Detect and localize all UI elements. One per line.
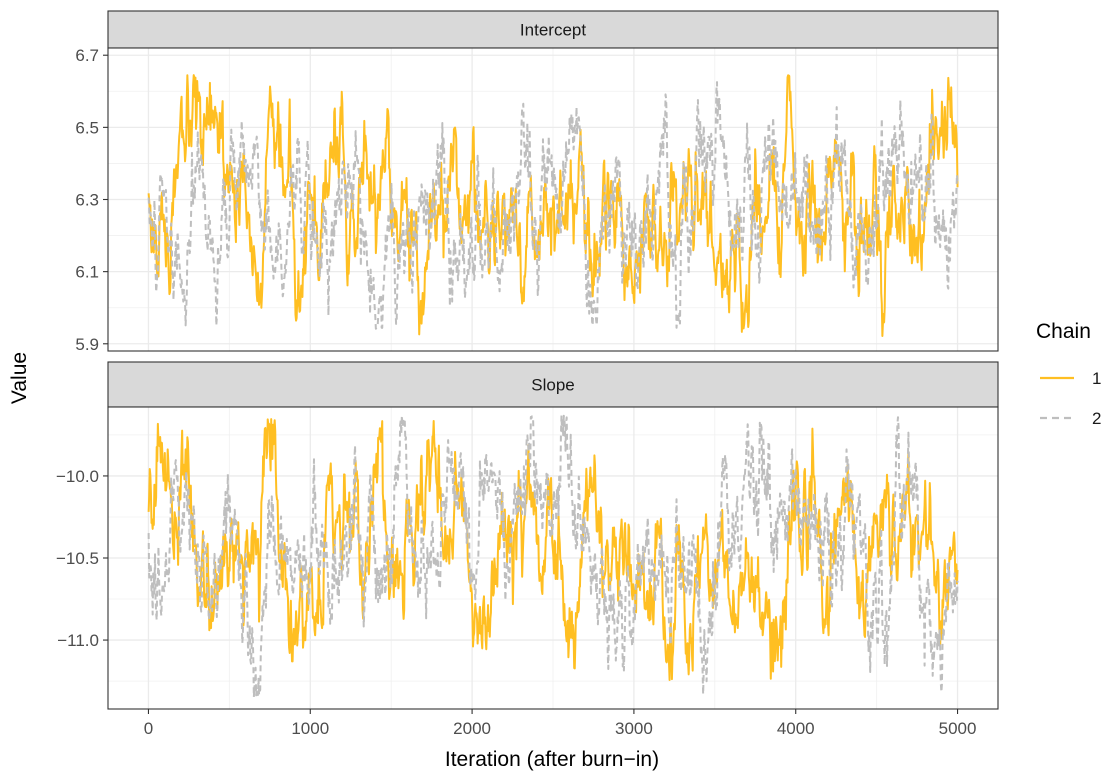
y-tick-label: −10.0 bbox=[56, 467, 99, 486]
x-axis-title: Iteration (after burn−in) bbox=[445, 748, 659, 771]
legend-label-chain-2: 2 bbox=[1092, 409, 1101, 428]
panel-intercept: Intercept 5.9 6.1 6.3 6.5 6.7 bbox=[75, 10, 999, 354]
x-tick-label: 1000 bbox=[291, 719, 329, 738]
panel-slope: Slope −11.0 −10.5 −10.0 bbox=[56, 361, 999, 710]
y-axis-title: Value bbox=[8, 352, 31, 404]
x-tick-label: 4000 bbox=[777, 719, 815, 738]
series-line-chain-2 bbox=[147, 81, 959, 330]
x-tick-label: 5000 bbox=[939, 719, 977, 738]
y-tick-label: 6.7 bbox=[75, 46, 99, 65]
y-tick-label: 6.1 bbox=[75, 263, 99, 282]
series-line-chain-1 bbox=[147, 74, 959, 337]
y-tick-label: 5.9 bbox=[75, 335, 99, 354]
y-tick-label: 6.3 bbox=[75, 191, 99, 210]
strip-background bbox=[107, 361, 999, 408]
y-tick-label: −11.0 bbox=[57, 631, 99, 650]
series-line-chain-2 bbox=[147, 414, 959, 699]
legend-label-chain-1: 1 bbox=[1092, 369, 1101, 388]
strip-background bbox=[107, 10, 999, 49]
x-axis: 0 1000 2000 3000 4000 5000 bbox=[144, 709, 977, 738]
legend: Chain 1 2 bbox=[1036, 320, 1101, 428]
y-tick-label: −10.5 bbox=[56, 549, 99, 568]
y-tick-label: 6.5 bbox=[75, 118, 99, 137]
x-tick-label: 3000 bbox=[615, 719, 653, 738]
strip-label: Intercept bbox=[520, 21, 586, 40]
strip-label: Slope bbox=[531, 376, 574, 395]
x-tick-label: 2000 bbox=[453, 719, 491, 738]
legend-title: Chain bbox=[1036, 320, 1091, 343]
x-tick-label: 0 bbox=[144, 719, 153, 738]
